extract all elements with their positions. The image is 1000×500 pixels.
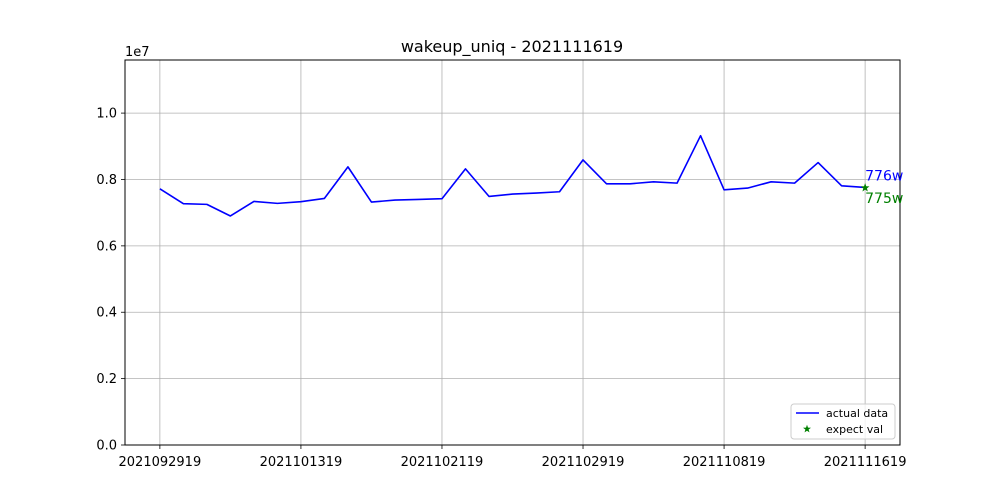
x-tick-label: 2021111619 <box>824 455 907 470</box>
y-axis-offset-label: 1e7 <box>125 45 150 60</box>
legend-star-swatch <box>803 424 811 433</box>
y-tick-label: 0.2 <box>96 372 117 387</box>
expected-value-marker <box>860 183 870 192</box>
x-tick-label: 2021102119 <box>401 455 484 470</box>
series-line-actual-data <box>159 134 866 217</box>
y-tick-label: 0.6 <box>96 239 117 254</box>
legend-label-expect-val: expect val <box>826 423 883 436</box>
legend: actual data expect val <box>790 403 896 440</box>
legend-label-actual-data: actual data <box>826 407 888 420</box>
plot-frame <box>124 59 901 446</box>
y-tick-label: 1.0 <box>96 107 117 122</box>
chart-title: wakeup_uniq - 2021111619 <box>401 37 623 57</box>
x-tick-label: 2021092919 <box>119 455 202 470</box>
x-tick-label: 2021110819 <box>683 455 766 470</box>
annotation-expected-value: 775w <box>865 191 903 207</box>
x-tick-label: 2021101319 <box>260 455 343 470</box>
annotations: 776w 775w <box>865 168 903 206</box>
y-tick-label: 0.8 <box>96 173 117 188</box>
series-layer <box>159 134 870 217</box>
x-axis-ticks: 2021092919 2021101319 2021102119 2021102919… <box>119 445 907 470</box>
y-axis-ticks: 0.0 0.2 0.4 0.6 0.8 1.0 <box>96 107 125 454</box>
y-tick-label: 0.4 <box>96 306 117 321</box>
x-tick-label: 2021102919 <box>542 455 625 470</box>
annotation-actual-value: 776w <box>865 168 903 184</box>
y-tick-label: 0.0 <box>96 439 117 454</box>
grid-lines <box>125 60 900 446</box>
